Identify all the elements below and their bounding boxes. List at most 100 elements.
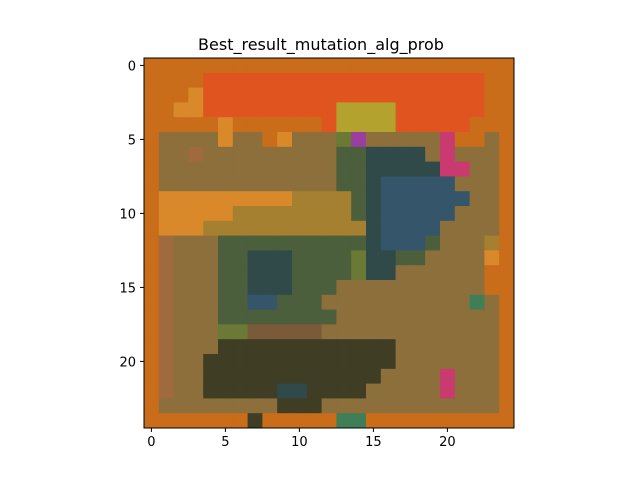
heatmap-cell [173, 176, 189, 192]
heatmap-cell [484, 191, 500, 207]
heatmap-cell [292, 132, 308, 148]
heatmap-cell [321, 87, 337, 103]
heatmap-cell [218, 235, 234, 251]
heatmap-cell [469, 280, 485, 296]
heatmap-cell [247, 383, 263, 399]
heatmap-cell [218, 176, 234, 192]
heatmap-cell [425, 383, 441, 399]
heatmap-cell [336, 235, 352, 251]
heatmap-cell [454, 309, 470, 325]
heatmap-cell [321, 206, 337, 222]
heatmap-cell [440, 398, 456, 414]
heatmap-cell [292, 383, 308, 399]
heatmap-cell [395, 206, 411, 222]
heatmap-cell [158, 280, 174, 296]
heatmap-cell [173, 265, 189, 281]
heatmap-cell [218, 339, 234, 355]
heatmap-cell [232, 383, 248, 399]
heatmap-cell [425, 250, 441, 266]
heatmap-cell [351, 161, 367, 177]
heatmap-cell [395, 309, 411, 325]
heatmap-cell [218, 413, 234, 429]
heatmap-cell [395, 413, 411, 429]
heatmap-cell [158, 250, 174, 266]
heatmap-cell [454, 132, 470, 148]
heatmap-cell [247, 161, 263, 177]
y-axis: 0 5 10 15 20 [119, 59, 144, 370]
heatmap-cell [440, 191, 456, 207]
heatmap-cell [306, 220, 322, 236]
heatmap-cell [218, 265, 234, 281]
heatmap-cell [306, 354, 322, 370]
heatmap-cell [158, 398, 174, 414]
heatmap-cell [351, 146, 367, 162]
heatmap-cell [173, 413, 189, 429]
heatmap-cell [484, 206, 500, 222]
heatmap-cell [144, 102, 160, 118]
heatmap-cell [203, 383, 219, 399]
heatmap-cell [203, 87, 219, 103]
heatmap-cell [277, 235, 293, 251]
heatmap-cell [277, 250, 293, 266]
heatmap-cell [410, 324, 426, 340]
heatmap-cell [262, 72, 278, 88]
heatmap-cell [188, 324, 204, 340]
heatmap-cell [336, 383, 352, 399]
heatmap-cell [499, 324, 515, 340]
heatmap-cell [188, 206, 204, 222]
heatmap-cell [380, 309, 396, 325]
heatmap-cell [292, 398, 308, 414]
heatmap-cell [395, 176, 411, 192]
heatmap-cell [262, 102, 278, 118]
heatmap-cell [395, 146, 411, 162]
heatmap-cell [188, 339, 204, 355]
heatmap-cell [440, 132, 456, 148]
heatmap-cell [425, 368, 441, 384]
heatmap-cell [203, 354, 219, 370]
heatmap-cell [484, 102, 500, 118]
heatmap-cell [188, 146, 204, 162]
heatmap-cell [395, 220, 411, 236]
heatmap-cell [306, 413, 322, 429]
heatmap-cell [158, 161, 174, 177]
heatmap-cell [380, 102, 396, 118]
heatmap-cell [158, 309, 174, 325]
heatmap-cell [232, 235, 248, 251]
heatmap-cell [321, 191, 337, 207]
heatmap-cell [306, 132, 322, 148]
heatmap-cell [469, 117, 485, 133]
heatmap-cell [203, 58, 219, 74]
heatmap-cell [366, 383, 382, 399]
heatmap-cell [380, 413, 396, 429]
heatmap-cell [395, 102, 411, 118]
heatmap-cell [262, 146, 278, 162]
heatmap-cell [469, 235, 485, 251]
heatmap-cell [380, 324, 396, 340]
heatmap-cell [306, 191, 322, 207]
heatmap-cell [188, 383, 204, 399]
heatmap-cell [306, 265, 322, 281]
heatmap-cell [188, 161, 204, 177]
heatmap-cell [262, 191, 278, 207]
heatmap-cell [292, 191, 308, 207]
heatmap-cell [306, 280, 322, 296]
heatmap-cell [218, 206, 234, 222]
heatmap-cell [499, 265, 515, 281]
heatmap-cell [351, 58, 367, 74]
heatmap-cell [277, 368, 293, 384]
heatmap-cell [277, 58, 293, 74]
heatmap-cell [173, 324, 189, 340]
heatmap-cell [366, 354, 382, 370]
heatmap-cell [218, 294, 234, 310]
heatmap-cell [218, 383, 234, 399]
heatmap-cell [218, 191, 234, 207]
heatmap-cell [321, 132, 337, 148]
heatmap-cell [410, 72, 426, 88]
heatmap-cell [306, 294, 322, 310]
heatmap-cell [336, 309, 352, 325]
y-tick-label: 0 [128, 59, 136, 74]
heatmap-cell [454, 87, 470, 103]
heatmap-cell [321, 339, 337, 355]
heatmap-cell [336, 58, 352, 74]
